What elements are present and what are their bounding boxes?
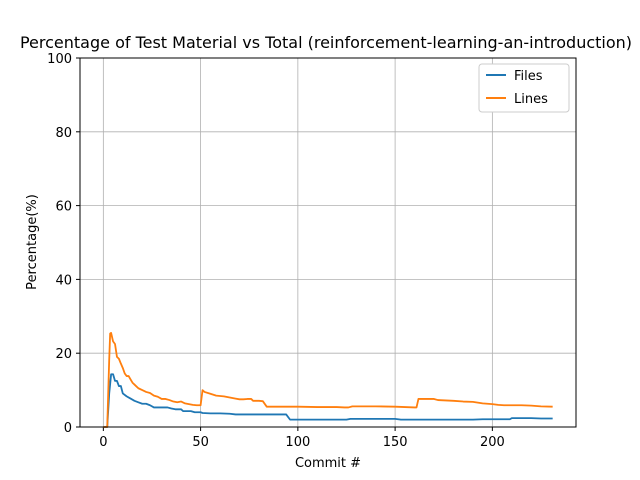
legend-label-lines: Lines (514, 92, 548, 107)
x-axis-label: Commit # (295, 456, 361, 471)
x-tick-label: 100 (285, 435, 310, 450)
y-tick-label: 80 (55, 126, 72, 141)
x-tick-label: 50 (192, 435, 209, 450)
x-tick-label: 200 (480, 435, 505, 450)
y-tick-label: 0 (64, 421, 72, 436)
plot-area (80, 58, 576, 427)
y-tick-label: 60 (55, 200, 72, 215)
y-axis-label: Percentage(%) (25, 194, 40, 290)
axis-ticks: 0 50 100 150 200 0 20 40 60 80 100 (47, 52, 505, 450)
legend-label-files: Files (514, 69, 543, 84)
x-tick-label: 0 (99, 435, 107, 450)
legend: Files Lines (478, 63, 570, 113)
series-line-files (103, 373, 553, 428)
series-layer (103, 332, 553, 428)
x-tick-label: 150 (383, 435, 408, 450)
chart-title: Percentage of Test Material vs Total (re… (20, 33, 632, 52)
y-tick-label: 40 (55, 273, 72, 288)
y-tick-label: 20 (55, 347, 72, 362)
series-line-lines (103, 332, 553, 428)
plot-frame (79, 57, 577, 428)
y-tick-label: 100 (47, 52, 72, 67)
